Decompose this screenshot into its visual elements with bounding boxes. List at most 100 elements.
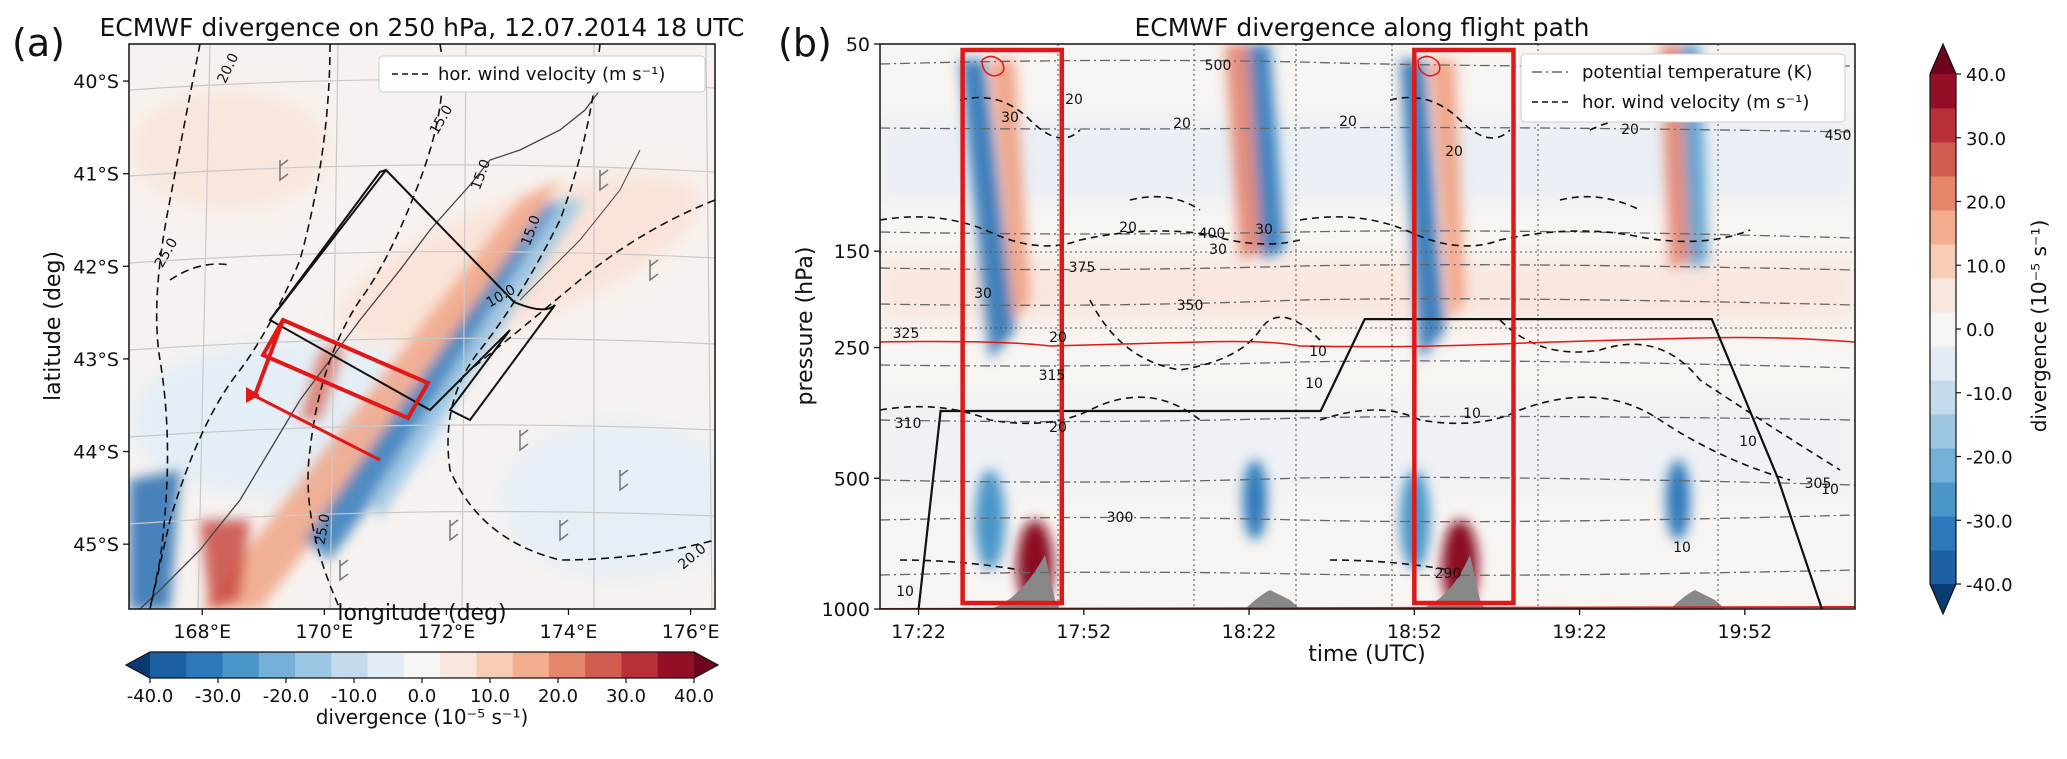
horizontal-colorbar-tick-label: -40.0 — [127, 686, 174, 707]
vertical-colorbar-tick-label: -20.0 — [1966, 448, 2013, 469]
panel-a-y-tick-label: 41°S — [73, 164, 119, 186]
panel-b-legend: potential temperature (K) hor. wind velo… — [1520, 53, 1846, 123]
vertical-colorbar-max-extend — [1930, 44, 1956, 74]
horizontal-colorbar-swatch — [657, 652, 695, 678]
vertical-colorbar-swatch — [1930, 176, 1956, 211]
panel-b-wind-label: 10 — [1305, 376, 1323, 392]
panel-b-x-tick-label: 19:22 — [1552, 621, 1607, 643]
panel-b-wind-label: 10 — [1673, 540, 1691, 556]
horizontal-colorbar-tick-label: 40.0 — [674, 686, 714, 707]
horizontal-colorbar-label: divergence (10⁻⁵ s⁻¹) — [316, 705, 529, 729]
panel-a-x-tick-label: 168°E — [173, 621, 231, 643]
panel-b-theta-label: 375 — [1069, 260, 1096, 276]
panel-b-x-tick-label: 17:52 — [1056, 621, 1111, 643]
panel-b-wind-label: 30 — [1255, 222, 1273, 238]
panel-a-y-tick-label: 40°S — [73, 71, 119, 93]
vertical-colorbar-swatch — [1930, 346, 1956, 381]
panel-b-wind-label: 10 — [1739, 434, 1757, 450]
panel-b-wind-label: 20 — [1339, 114, 1357, 130]
panel-b-wind-label: 10 — [1309, 344, 1327, 360]
horizontal-colorbar-swatch — [621, 652, 659, 678]
vertical-colorbar-tick-label: 20.0 — [1966, 193, 2006, 214]
horizontal-colorbar-tick-label: -30.0 — [195, 686, 242, 707]
vertical-colorbar-min-extend — [1930, 584, 1956, 614]
horizontal-colorbar-tick-label: -10.0 — [331, 686, 378, 707]
horizontal-colorbar-swatch — [222, 652, 260, 678]
panel-b: (b) ECMWF divergence along flight path — [778, 13, 1856, 667]
vertical-colorbar-tick-label: -30.0 — [1966, 511, 2013, 532]
horizontal-colorbar-swatch — [585, 652, 622, 678]
panel-a-y-tick-label: 45°S — [73, 534, 119, 556]
panel-a-legend-label: hor. wind velocity (m s⁻¹) — [438, 64, 665, 85]
vertical-colorbar-swatch — [1930, 108, 1956, 143]
panel-b-wind-label: 20 — [1119, 220, 1137, 236]
horizontal-colorbar-swatch — [476, 652, 514, 678]
panel-b-x-tick-label: 19:52 — [1717, 621, 1772, 643]
horizontal-colorbar-swatch — [512, 652, 550, 678]
panel-b-theta-label: 300 — [1107, 510, 1134, 526]
panel-b-wind-label: 10 — [1821, 482, 1839, 498]
panel-b-wind-label: 20 — [1049, 330, 1067, 346]
vertical-colorbar-swatch — [1930, 550, 1956, 585]
horizontal-colorbar-tick-label: 30.0 — [606, 686, 646, 707]
panel-b-theta-label: 450 — [1825, 128, 1852, 144]
panel-b-wind-label: 30 — [1001, 110, 1019, 126]
panel-b-wind-label: 10 — [896, 584, 914, 600]
panel-a-xlabel: longitude (deg) — [337, 601, 506, 626]
horizontal-colorbar-swatch — [150, 652, 187, 678]
horizontal-colorbar-tick-label: 20.0 — [538, 686, 578, 707]
panel-b-xlabel: time (UTC) — [1308, 642, 1425, 667]
panel-b-x-tick-label: 17:22 — [891, 621, 946, 643]
vertical-colorbar-swatch — [1930, 142, 1956, 177]
panel-b-legend-wind: hor. wind velocity (m s⁻¹) — [1582, 92, 1809, 113]
panel-a-letter: (a) — [12, 21, 65, 65]
horizontal-colorbar-swatch — [258, 652, 296, 678]
panel-b-theta-label: 400 — [1199, 226, 1226, 242]
panel-a-x-tick-label: 174°E — [540, 621, 598, 643]
vertical-colorbar-swatch — [1930, 380, 1956, 415]
vertical-colorbar-tick-label: 10.0 — [1966, 256, 2006, 277]
panel-b-wind-label: 20 — [1049, 420, 1067, 436]
vertical-colorbar-tick-label: -40.0 — [1966, 575, 2013, 596]
panel-b-y-tick-label: 1000 — [822, 599, 870, 621]
panel-b-wind-label: 20 — [1621, 122, 1639, 138]
horizontal-colorbar-swatch — [186, 652, 224, 678]
panel-b-theta-label: 500 — [1205, 58, 1232, 74]
panel-a-x-tick-label: 176°E — [662, 621, 720, 643]
panel-b-letter: (b) — [778, 21, 832, 65]
vertical-colorbar-tick-label: 30.0 — [1966, 129, 2006, 150]
vertical-colorbar-swatch — [1930, 278, 1956, 313]
panel-b-y-tick-label: 50 — [846, 34, 870, 56]
horizontal-colorbar-tick-label: 10.0 — [470, 686, 510, 707]
horizontal-colorbar-swatch — [331, 652, 369, 678]
vertical-colorbar-swatch — [1930, 482, 1956, 517]
panel-b-wind-label: 30 — [974, 286, 992, 302]
panel-b-theta-label: 310 — [895, 416, 922, 432]
panel-b-y-tick-label: 500 — [834, 468, 870, 490]
panel-a-y-ticks: 40°S 41°S 42°S 43°S 44°S 45°S — [73, 71, 129, 556]
panel-b-theta-label: 315 — [1039, 368, 1066, 384]
horizontal-colorbar-max-extend — [694, 652, 718, 678]
panel-b-theta-label: 305 — [1805, 476, 1832, 492]
panel-b-plot — [880, 44, 1855, 609]
horizontal-colorbar-swatch — [548, 652, 586, 678]
panel-b-title: ECMWF divergence along flight path — [1134, 13, 1589, 42]
vertical-colorbar-label: divergence (10⁻⁵ s⁻¹) — [2027, 220, 2051, 433]
panel-b-wind-labels: 30 20 30 30 20 20 30 20 20 20 20 10 20 10 10 10 10 10 10 — [896, 92, 1839, 600]
panel-a-y-tick-label: 44°S — [73, 442, 119, 464]
panel-b-theta-label: 325 — [893, 326, 920, 342]
vertical-colorbar-tick-label: 40.0 — [1966, 65, 2006, 86]
panel-a-map — [129, 44, 715, 609]
horizontal-colorbar-tick-label: -20.0 — [263, 686, 310, 707]
panel-a-ylabel: latitude (deg) — [41, 251, 66, 401]
panel-b-ylabel: pressure (hPa) — [793, 247, 818, 406]
flight-pressure-profile — [917, 318, 1823, 609]
vertical-colorbar-swatch — [1930, 244, 1956, 279]
vertical-colorbar-swatch — [1930, 74, 1956, 109]
horizontal-colorbar-swatch — [367, 652, 405, 678]
vertical-colorbar-tick-label: -10.0 — [1966, 384, 2013, 405]
panel-b-x-tick-label: 18:52 — [1387, 621, 1442, 643]
vertical-colorbar-swatch — [1930, 210, 1956, 245]
horizontal-colorbar-swatch — [440, 652, 477, 678]
